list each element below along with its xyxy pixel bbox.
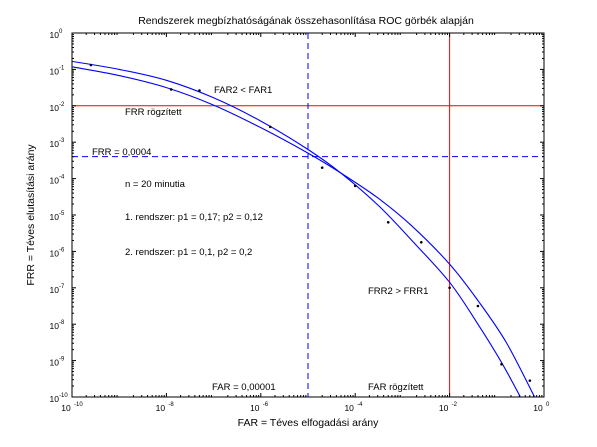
curve-markers <box>89 63 532 382</box>
x-tick-label-exponent: -10 <box>74 402 83 408</box>
x-tick-label: 10 <box>533 403 543 413</box>
y-tick-label-exponent: -10 <box>59 393 68 399</box>
x-tick-label-exponent: 0 <box>546 402 550 408</box>
curve-2-marker <box>320 166 324 169</box>
y-tick-label: 10 <box>50 139 60 149</box>
curve-1-marker <box>386 220 390 224</box>
annotation-system1: 1. rendszer: p1 = 0,17; p2 = 0,12 <box>125 212 263 223</box>
y-tick-label-exponent: -9 <box>59 357 65 363</box>
x-tick-label-exponent: -2 <box>452 402 458 408</box>
roc-curves <box>71 60 536 398</box>
roc-curve-2 <box>71 66 536 398</box>
annotation-far-fixed: FAR rögzített <box>368 382 424 393</box>
curve-1-marker <box>89 63 93 67</box>
y-tick-label-exponent: -3 <box>59 138 65 144</box>
annotation-far2-lt-far1: FAR2 < FAR1 <box>214 85 272 96</box>
y-tick-label-exponent: -1 <box>59 65 65 71</box>
y-tick-label-exponent: -4 <box>59 175 65 181</box>
x-tick-label: 10 <box>156 403 166 413</box>
x-tick-label-exponent: -6 <box>263 402 269 408</box>
x-tick-label-exponent: -8 <box>168 402 174 408</box>
annotation-system2: 2. rendszer: p1 = 0,1, p2 = 0,2 <box>125 247 252 258</box>
y-tick-label: 10 <box>50 176 60 186</box>
y-tick-label: 10 <box>50 30 60 40</box>
curve-2-marker <box>169 88 173 91</box>
x-tick-label-exponent: -4 <box>357 402 363 408</box>
y-tick-label: 10 <box>50 321 60 331</box>
x-tick-label: 10 <box>61 403 71 413</box>
curve-1-marker <box>500 362 503 366</box>
y-axis-ticks: 10 010 -110 -210 -310 -410 -510 -610 -710 -810 -91… <box>50 29 544 404</box>
curve-1-marker <box>268 125 272 129</box>
x-axis-ticks: 10 -10 10 -8 10 -6 10 -4 10 -2 10 0 <box>61 33 550 413</box>
annotation-frr-fixed: FRR rögzített <box>125 107 182 118</box>
annotation-frr-value: FRR = 0,0004 <box>92 147 151 158</box>
curve-2-marker <box>419 241 423 244</box>
y-axis-label: FRR = Téves elutasítási arány <box>25 144 37 286</box>
x-tick-label: 10 <box>344 403 354 413</box>
y-tick-label-exponent: -6 <box>59 247 65 253</box>
curve-1-marker <box>448 286 451 290</box>
annotation-n-minutiae: n = 20 minutia <box>125 179 186 190</box>
x-tick-label: 10 <box>250 403 260 413</box>
y-tick-label: 10 <box>50 358 60 368</box>
y-tick-label-exponent: 0 <box>59 29 63 35</box>
y-tick-label-exponent: -8 <box>59 320 65 326</box>
y-tick-label: 10 <box>50 285 60 295</box>
x-tick-label: 10 <box>439 403 449 413</box>
x-axis-label: FAR = Téves elfogadási arány <box>238 417 380 429</box>
y-tick-label: 10 <box>50 212 60 222</box>
y-tick-label-exponent: -2 <box>59 102 65 108</box>
y-tick-label: 10 <box>50 66 60 76</box>
reference-lines <box>72 33 544 397</box>
y-tick-label: 10 <box>50 103 60 113</box>
curve-2-marker <box>353 184 357 188</box>
y-tick-label-exponent: -5 <box>59 211 65 217</box>
annotation-frr2-gt-frr1: FRR2 > FRR1 <box>368 286 428 297</box>
annotation-far-value: FAR = 0,00001 <box>212 382 276 393</box>
y-tick-label: 10 <box>50 248 60 258</box>
curve-2-marker <box>476 304 480 308</box>
curve-1-marker <box>198 89 201 92</box>
y-tick-label: 10 <box>50 394 60 404</box>
curve-2-marker <box>528 379 532 382</box>
y-tick-label-exponent: -7 <box>59 284 65 290</box>
chart-title: Rendszerek megbízhatóságának összehasonl… <box>138 15 474 27</box>
